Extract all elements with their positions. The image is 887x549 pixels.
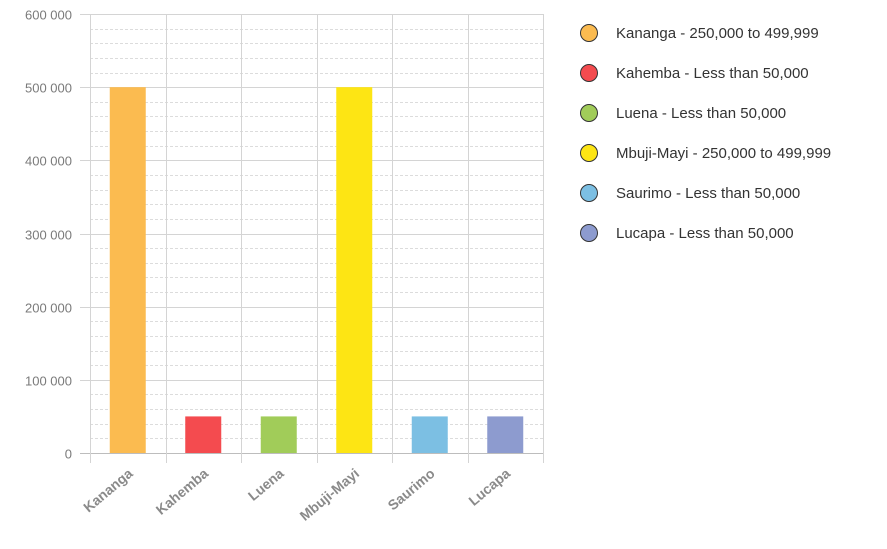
bar-mbuji-mayi [336,87,373,454]
x-tick-label: Kananga [80,465,136,515]
legend-swatch-kananga [580,24,598,42]
legend-item-lucapa[interactable]: Lucapa - Less than 50,000 [580,213,880,253]
bar-kananga [109,87,146,454]
y-tick-label: 600 000 [25,8,72,23]
legend-item-kahemba[interactable]: Kahemba - Less than 50,000 [580,53,880,93]
y-tick-label: 300 000 [25,228,72,243]
chart-legend: Kananga - 250,000 to 499,999 Kahemba - L… [580,13,880,253]
x-tick-label: Luena [245,465,287,504]
y-tick-label: 400 000 [25,154,72,169]
x-tick-label: Lucapa [465,465,513,509]
y-tick-label: 500 000 [25,81,72,96]
bar-luena [260,416,297,453]
y-tick-label: 0 [65,447,72,462]
legend-swatch-mbuji-mayi [580,144,598,162]
legend-label-saurimo: Saurimo - Less than 50,000 [616,184,801,202]
legend-swatch-luena [580,104,598,122]
y-tick-label: 200 000 [25,301,72,316]
y-tick-label: 100 000 [25,374,72,389]
legend-swatch-saurimo [580,184,598,202]
legend-item-mbuji-mayi[interactable]: Mbuji-Mayi - 250,000 to 499,999 [580,133,880,173]
legend-label-luena: Luena - Less than 50,000 [616,104,787,122]
legend-label-kahemba: Kahemba - Less than 50,000 [616,64,809,82]
legend-item-kananga[interactable]: Kananga - 250,000 to 499,999 [580,13,880,53]
x-tick-label: Mbuji-Mayi [296,465,362,524]
legend-item-saurimo[interactable]: Saurimo - Less than 50,000 [580,173,880,213]
bar-saurimo [411,416,448,453]
legend-item-luena[interactable]: Luena - Less than 50,000 [580,93,880,133]
bar-lucapa [487,416,524,453]
legend-label-kananga: Kananga - 250,000 to 499,999 [616,24,819,42]
x-tick-label: Kahemba [153,465,212,518]
legend-label-mbuji-mayi: Mbuji-Mayi - 250,000 to 499,999 [616,144,832,162]
bar-kahemba [185,416,222,453]
x-tick-label: Saurimo [384,465,437,513]
legend-swatch-lucapa [580,224,598,242]
legend-label-lucapa: Lucapa - Less than 50,000 [616,224,794,242]
legend-swatch-kahemba [580,64,598,82]
